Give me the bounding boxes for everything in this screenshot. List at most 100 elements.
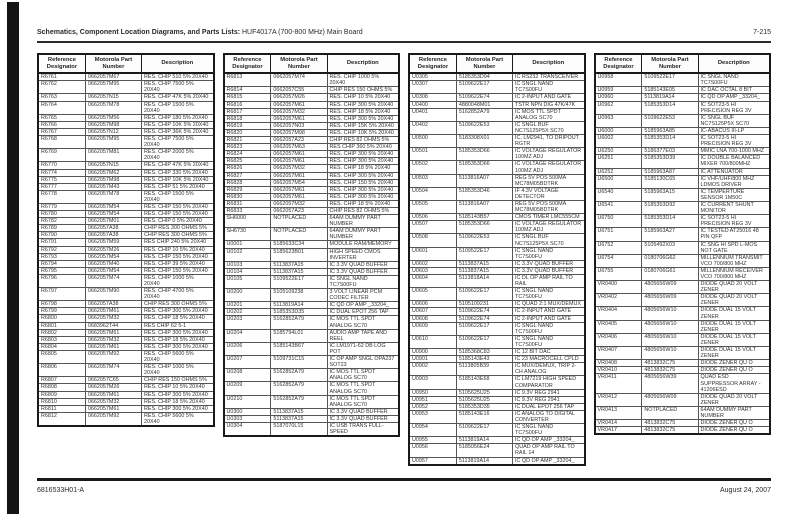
table-row: U0304 5187070L15 IC USB TRANS FULL-SPEED — [222, 421, 400, 437]
cell-reference-designator: U6251 — [593, 154, 643, 169]
cell-description: QUAD OP AMP RAIL TO RAIL 14 — [512, 443, 585, 458]
cell-reference-designator: U0105 — [222, 274, 272, 290]
cell-description: IC QUAD 2:1 MUX/DEMUX — [512, 300, 585, 309]
cell-part-number: 5105109238 — [270, 288, 328, 303]
table-row: U6000 5185963A85 IC-ABACUS III-LP — [593, 126, 771, 136]
cell-part-number: 0662057M61 — [270, 100, 328, 109]
table-row: U0308 5109622E74 IC 2-INPUT AND GATE — [408, 93, 585, 102]
cell-reference-designator: R6766 — [37, 120, 86, 129]
cell-part-number: 0662057M61 — [270, 185, 328, 194]
col-header-description: Description — [141, 53, 214, 75]
cell-reference-designator: U0300 — [222, 407, 272, 416]
cell-part-number: 0662057M78 — [84, 189, 143, 204]
cell-description: MODULE RAM/MEMORY — [326, 240, 400, 249]
table-row: R6821 0662057A23 CHIP RES 82 OHMS 5% — [222, 136, 400, 145]
cell-description: IC-ABACUS III-LP — [697, 126, 771, 136]
cell-description: IC 3.3V QUAD BUFFER — [512, 259, 585, 268]
cell-description: IC TEMPERTURE SENSOR 1M50C — [697, 187, 771, 202]
cell-part-number: 0662057M32 — [84, 397, 143, 406]
table-row: R6791 0662057M59 RES CHIP 240 5% 20X40 — [37, 238, 214, 247]
cell-reference-designator: R6817 — [222, 107, 272, 116]
cell-part-number: 0662057N15 — [84, 161, 143, 170]
cell-part-number: 0662057M74 — [84, 363, 143, 378]
cell-description: RES. CHIP 7500 5% 20X40 — [141, 135, 214, 150]
cell-part-number: 5113805B39 — [455, 362, 514, 377]
cell-part-number: 5113819A14 — [270, 301, 328, 310]
cell-part-number: 0662057M26 — [84, 383, 143, 392]
cell-reference-designator: R6816 — [222, 100, 272, 109]
cell-description: IC SOT23-5 HI PRECISION REG 3V — [697, 134, 771, 149]
cell-description: RES. CHIP 10 5% 20X40 — [141, 245, 214, 254]
cell-reference-designator: U0606 — [408, 300, 457, 309]
col-header-reference-designator: Reference Designator — [222, 53, 272, 75]
cell-description: AUDIO AMP TAPE AND REEL — [326, 328, 400, 343]
table-row: U6755 0180706G61 MILLENNIUM RECEIVER VCO 7… — [593, 266, 771, 282]
document-header: Schematics, Component Location Diagrams,… — [37, 29, 771, 37]
cell-description: RES. CHIP 180 5% 20X40 — [141, 113, 214, 122]
table-row: U0200 5105109238 3 VOLT LINEAR PCM CODEC F… — [222, 288, 400, 303]
cell-reference-designator: R6818 — [222, 114, 272, 123]
cell-reference-designator: U0202 — [222, 308, 272, 317]
table-row: U0952 5185353D35 IC DUAL EPOT 256 TAP — [408, 402, 585, 411]
cell-description: RES. CHIP 150 5% 20X40 — [141, 202, 214, 212]
cell-description: RES. CHIP 47K 5% 20X40 — [141, 93, 214, 102]
cell-description: RES. CHIP 1000 5% 20X40 — [141, 273, 214, 289]
cell-description: RES. CHIP 300 5% 20X40 — [141, 404, 214, 413]
cell-reference-designator: U0501 — [408, 147, 457, 162]
cell-reference-designator: U0103 — [222, 260, 272, 269]
cell-description: IC QD OP AMP _33204_ — [697, 93, 771, 102]
cell-reference-designator: U0604 — [408, 273, 457, 289]
table-row: U0206 5185143B67 IC LM1971-62 DB LOG POT — [222, 341, 400, 357]
cell-part-number: 0662057M54 — [270, 178, 328, 187]
cell-part-number: 0662057M61 — [270, 171, 328, 180]
cell-part-number: 5185353D14 — [641, 214, 699, 229]
cell-description: IC SNGL NAND TC7S00FU — [512, 246, 585, 261]
table-row: U6251 5185353D39 IC DOUBLE BALANCED MIXER … — [593, 154, 771, 169]
page-title: Schematics, Component Location Diagrams,… — [37, 29, 363, 37]
parts-table-column-4: Reference Designator Motorola Part Numbe… — [593, 53, 771, 436]
cell-description: RES. CHIP 150 5% 20X40 — [141, 266, 214, 275]
cell-description: IC SNGL NAND TC7S00FU — [697, 72, 771, 88]
cell-part-number: NOTPLACED — [270, 214, 328, 229]
cell-reference-designator: R6793 — [37, 252, 86, 261]
cell-reference-designator: R6761 — [37, 72, 86, 82]
cell-description: DIODE ZENER QU O — [697, 426, 771, 435]
cell-reference-designator: U0201 — [222, 301, 272, 310]
cell-reference-designator: R6833 — [222, 206, 272, 216]
cell-part-number: 0662057M61 — [84, 390, 143, 399]
cell-part-number: 4805656W09 — [641, 293, 699, 308]
cell-part-number: 0683962T44 — [84, 321, 143, 330]
cell-part-number: 0662057A23 — [270, 206, 328, 216]
cell-part-number: 5105492X03 — [641, 240, 699, 255]
cell-part-number: 0662057M92 — [84, 411, 143, 427]
cell-description: RES. CHIP 300 5% 20X40 — [326, 157, 400, 166]
table-row: R6790 0662057A38 CHIP RES 300 OHMS 5% — [37, 231, 214, 240]
cell-description: DIODE QUAD 20 VOLT ZENER — [697, 392, 771, 407]
parts-table-column-3: Reference Designator Motorola Part Numbe… — [408, 53, 586, 466]
cell-reference-designator: SH6000 — [222, 214, 272, 229]
cell-part-number: 5185353D46 — [455, 186, 514, 201]
cell-part-number: 0662057M54 — [84, 202, 143, 212]
table-row: U6500 5185130C65 IC VHF/UHF/800 MHZ LDMOS … — [593, 174, 771, 189]
cell-description: RES. CHIP 300 5% 20X40 — [141, 390, 214, 399]
table-row: U0506 5185143B57 CMOS TIMER LMC555CM — [408, 213, 585, 222]
cell-description: RES. CHIP 18 5% 20X40 — [326, 164, 400, 173]
parts-table-column-2: Reference Designator Motorola Part Numbe… — [222, 53, 400, 438]
table-row: U0204 5185794L01 AUDIO AMP TAPE AND REEL — [222, 328, 400, 343]
cell-reference-designator: U0957 — [408, 456, 457, 466]
cell-part-number: 4805656W10 — [641, 306, 699, 321]
cell-reference-designator: U0210 — [222, 394, 272, 409]
cell-description: DIODE QUAD 20 VOLT ZENER — [697, 280, 771, 295]
cell-part-number: 4813832C75 — [641, 426, 699, 435]
cell-description: IC ATTENUATOR — [697, 167, 771, 176]
cell-description: QUAD ESD SUPPRESSOR ARRAY - 41206ESD — [697, 373, 771, 394]
table-row: VR0407 4805656W10 DIODE DUAL 15 VOLT ZENER — [593, 346, 771, 361]
cell-part-number: 0662057A23 — [270, 136, 328, 145]
table-header-row: Reference Designator Motorola Part Numbe… — [593, 53, 771, 75]
cell-reference-designator: R6777 — [37, 182, 86, 191]
cell-part-number: 5185963A15 — [641, 187, 699, 202]
table-row: R6818 0662057M61 RES. CHIP 300 5% 20X40 — [222, 114, 400, 123]
cell-reference-designator: U0958 — [593, 72, 643, 88]
cell-reference-designator: U0607 — [408, 307, 457, 316]
table-row: U0608 5109622E74 IC 2-INPUT AND GATE — [408, 314, 585, 323]
